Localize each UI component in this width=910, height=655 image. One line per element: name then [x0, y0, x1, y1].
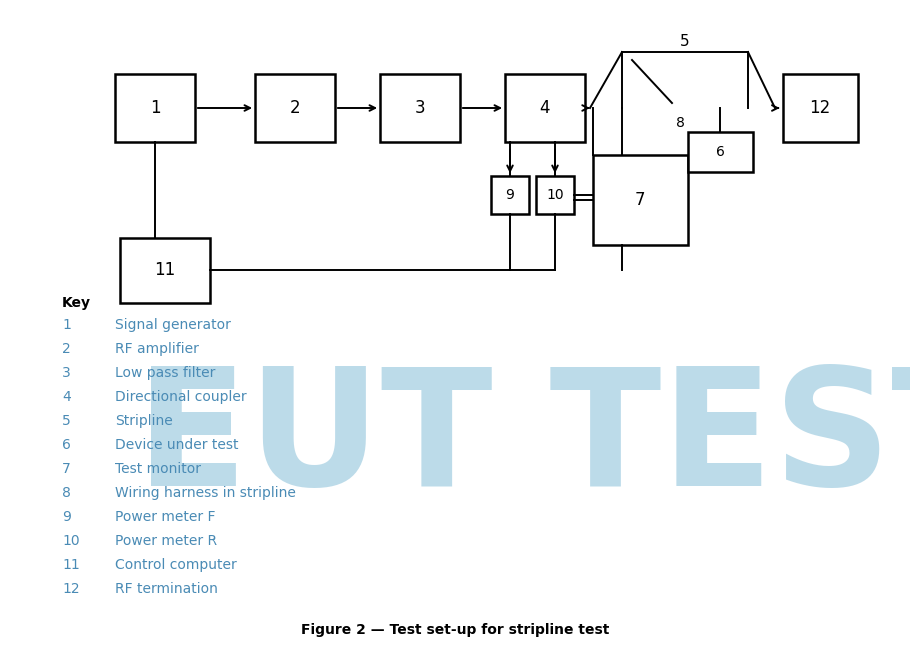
Text: 11: 11 — [62, 558, 80, 572]
Bar — [687, 132, 753, 172]
Text: Wiring harness in stripline: Wiring harness in stripline — [115, 486, 296, 500]
Text: 5: 5 — [680, 35, 690, 50]
Text: RF termination: RF termination — [115, 582, 217, 596]
Text: Signal generator: Signal generator — [115, 318, 231, 332]
Text: RF amplifier: RF amplifier — [115, 342, 199, 356]
Text: Figure 2 — Test set-up for stripline test: Figure 2 — Test set-up for stripline tes… — [301, 623, 609, 637]
Text: 2: 2 — [289, 99, 300, 117]
Text: Low pass filter: Low pass filter — [115, 366, 216, 380]
Bar — [115, 74, 195, 142]
Text: Control computer: Control computer — [115, 558, 237, 572]
Bar — [592, 155, 687, 245]
Text: Power meter F: Power meter F — [115, 510, 216, 524]
Text: 4: 4 — [62, 390, 71, 404]
Text: Directional coupler: Directional coupler — [115, 390, 247, 404]
Bar — [120, 238, 210, 303]
Text: 11: 11 — [155, 261, 176, 279]
Bar — [505, 74, 585, 142]
Text: 9: 9 — [62, 510, 71, 524]
Text: 9: 9 — [506, 188, 514, 202]
Text: 10: 10 — [546, 188, 564, 202]
Bar — [380, 74, 460, 142]
Text: 12: 12 — [62, 582, 80, 596]
Text: 5: 5 — [62, 414, 71, 428]
Text: Device under test: Device under test — [115, 438, 238, 452]
Text: Power meter R: Power meter R — [115, 534, 217, 548]
Text: 3: 3 — [62, 366, 71, 380]
Text: 4: 4 — [540, 99, 551, 117]
Text: 2: 2 — [62, 342, 71, 356]
Text: 3: 3 — [415, 99, 425, 117]
Text: 6: 6 — [62, 438, 71, 452]
Text: EUT TEST: EUT TEST — [136, 360, 910, 519]
Bar — [783, 74, 857, 142]
Text: 1: 1 — [62, 318, 71, 332]
Text: 1: 1 — [149, 99, 160, 117]
Text: Key: Key — [62, 296, 91, 310]
Text: 12: 12 — [809, 99, 831, 117]
Bar — [255, 74, 335, 142]
Text: 10: 10 — [62, 534, 80, 548]
Text: 8: 8 — [62, 486, 71, 500]
Text: 7: 7 — [635, 191, 645, 209]
Bar — [491, 176, 529, 214]
Text: Stripline: Stripline — [115, 414, 173, 428]
Text: 6: 6 — [715, 145, 724, 159]
Bar — [536, 176, 574, 214]
Text: 7: 7 — [62, 462, 71, 476]
Text: Test monitor: Test monitor — [115, 462, 201, 476]
Text: 8: 8 — [675, 116, 684, 130]
